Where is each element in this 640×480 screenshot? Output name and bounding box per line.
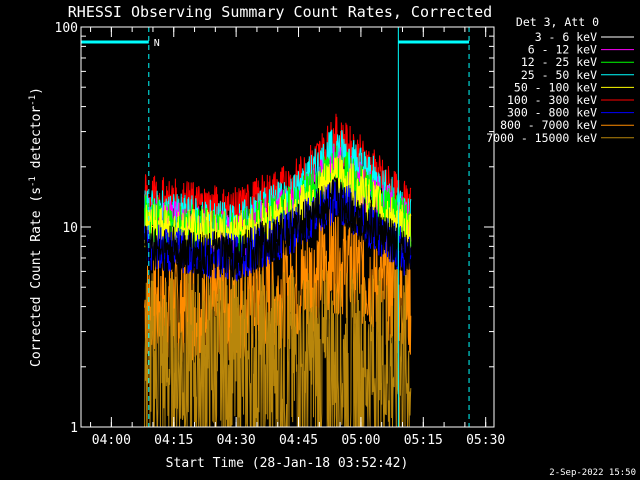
x-tick-label: 04:45 [279,433,318,448]
chart-title: RHESSI Observing Summary Count Rates, Co… [68,3,492,21]
y-axis: 1 10 100 [55,21,494,436]
legend-label: 25 - 50 keV [521,68,597,82]
annotation-layer: N [81,27,470,427]
legend-header: Det 3, Att 0 [516,15,599,29]
x-tick-label: 04:30 [217,433,256,448]
legend-label: 800 - 7000 keV [500,118,597,132]
legend-label: 12 - 25 keV [521,55,597,69]
x-axis-label: Start Time (28-Jan-18 03:52:42) [166,456,409,471]
legend-label: 100 - 300 keV [507,93,597,107]
legend-label: 3 - 6 keV [535,30,597,44]
legend-label: 300 - 800 keV [507,106,597,120]
x-tick-label: 05:15 [404,433,443,448]
y-tick-label: 1 [70,421,78,436]
series-line [144,175,411,281]
x-axis: 04:00 04:15 04:30 04:45 05:00 05:15 05:30 [90,27,505,448]
legend-label: 50 - 100 keV [514,80,597,94]
y-tick-label: 100 [55,21,78,36]
x-tick-label: 04:00 [92,433,131,448]
x-tick-label: 05:30 [466,433,505,448]
series-line [144,178,412,282]
legend-label: 6 - 12 keV [528,43,597,57]
x-tick-label: 04:15 [154,433,193,448]
y-tick-label: 10 [62,221,78,236]
night-label: N [154,38,160,49]
x-tick-label: 05:00 [341,433,380,448]
legend-label: 7000 - 15000 keV [486,131,597,145]
timestamp: 2-Sep-2022 15:50 [549,468,636,478]
y-axis-label: Corrected Count Rate (s-1 detector-1) [28,87,44,367]
